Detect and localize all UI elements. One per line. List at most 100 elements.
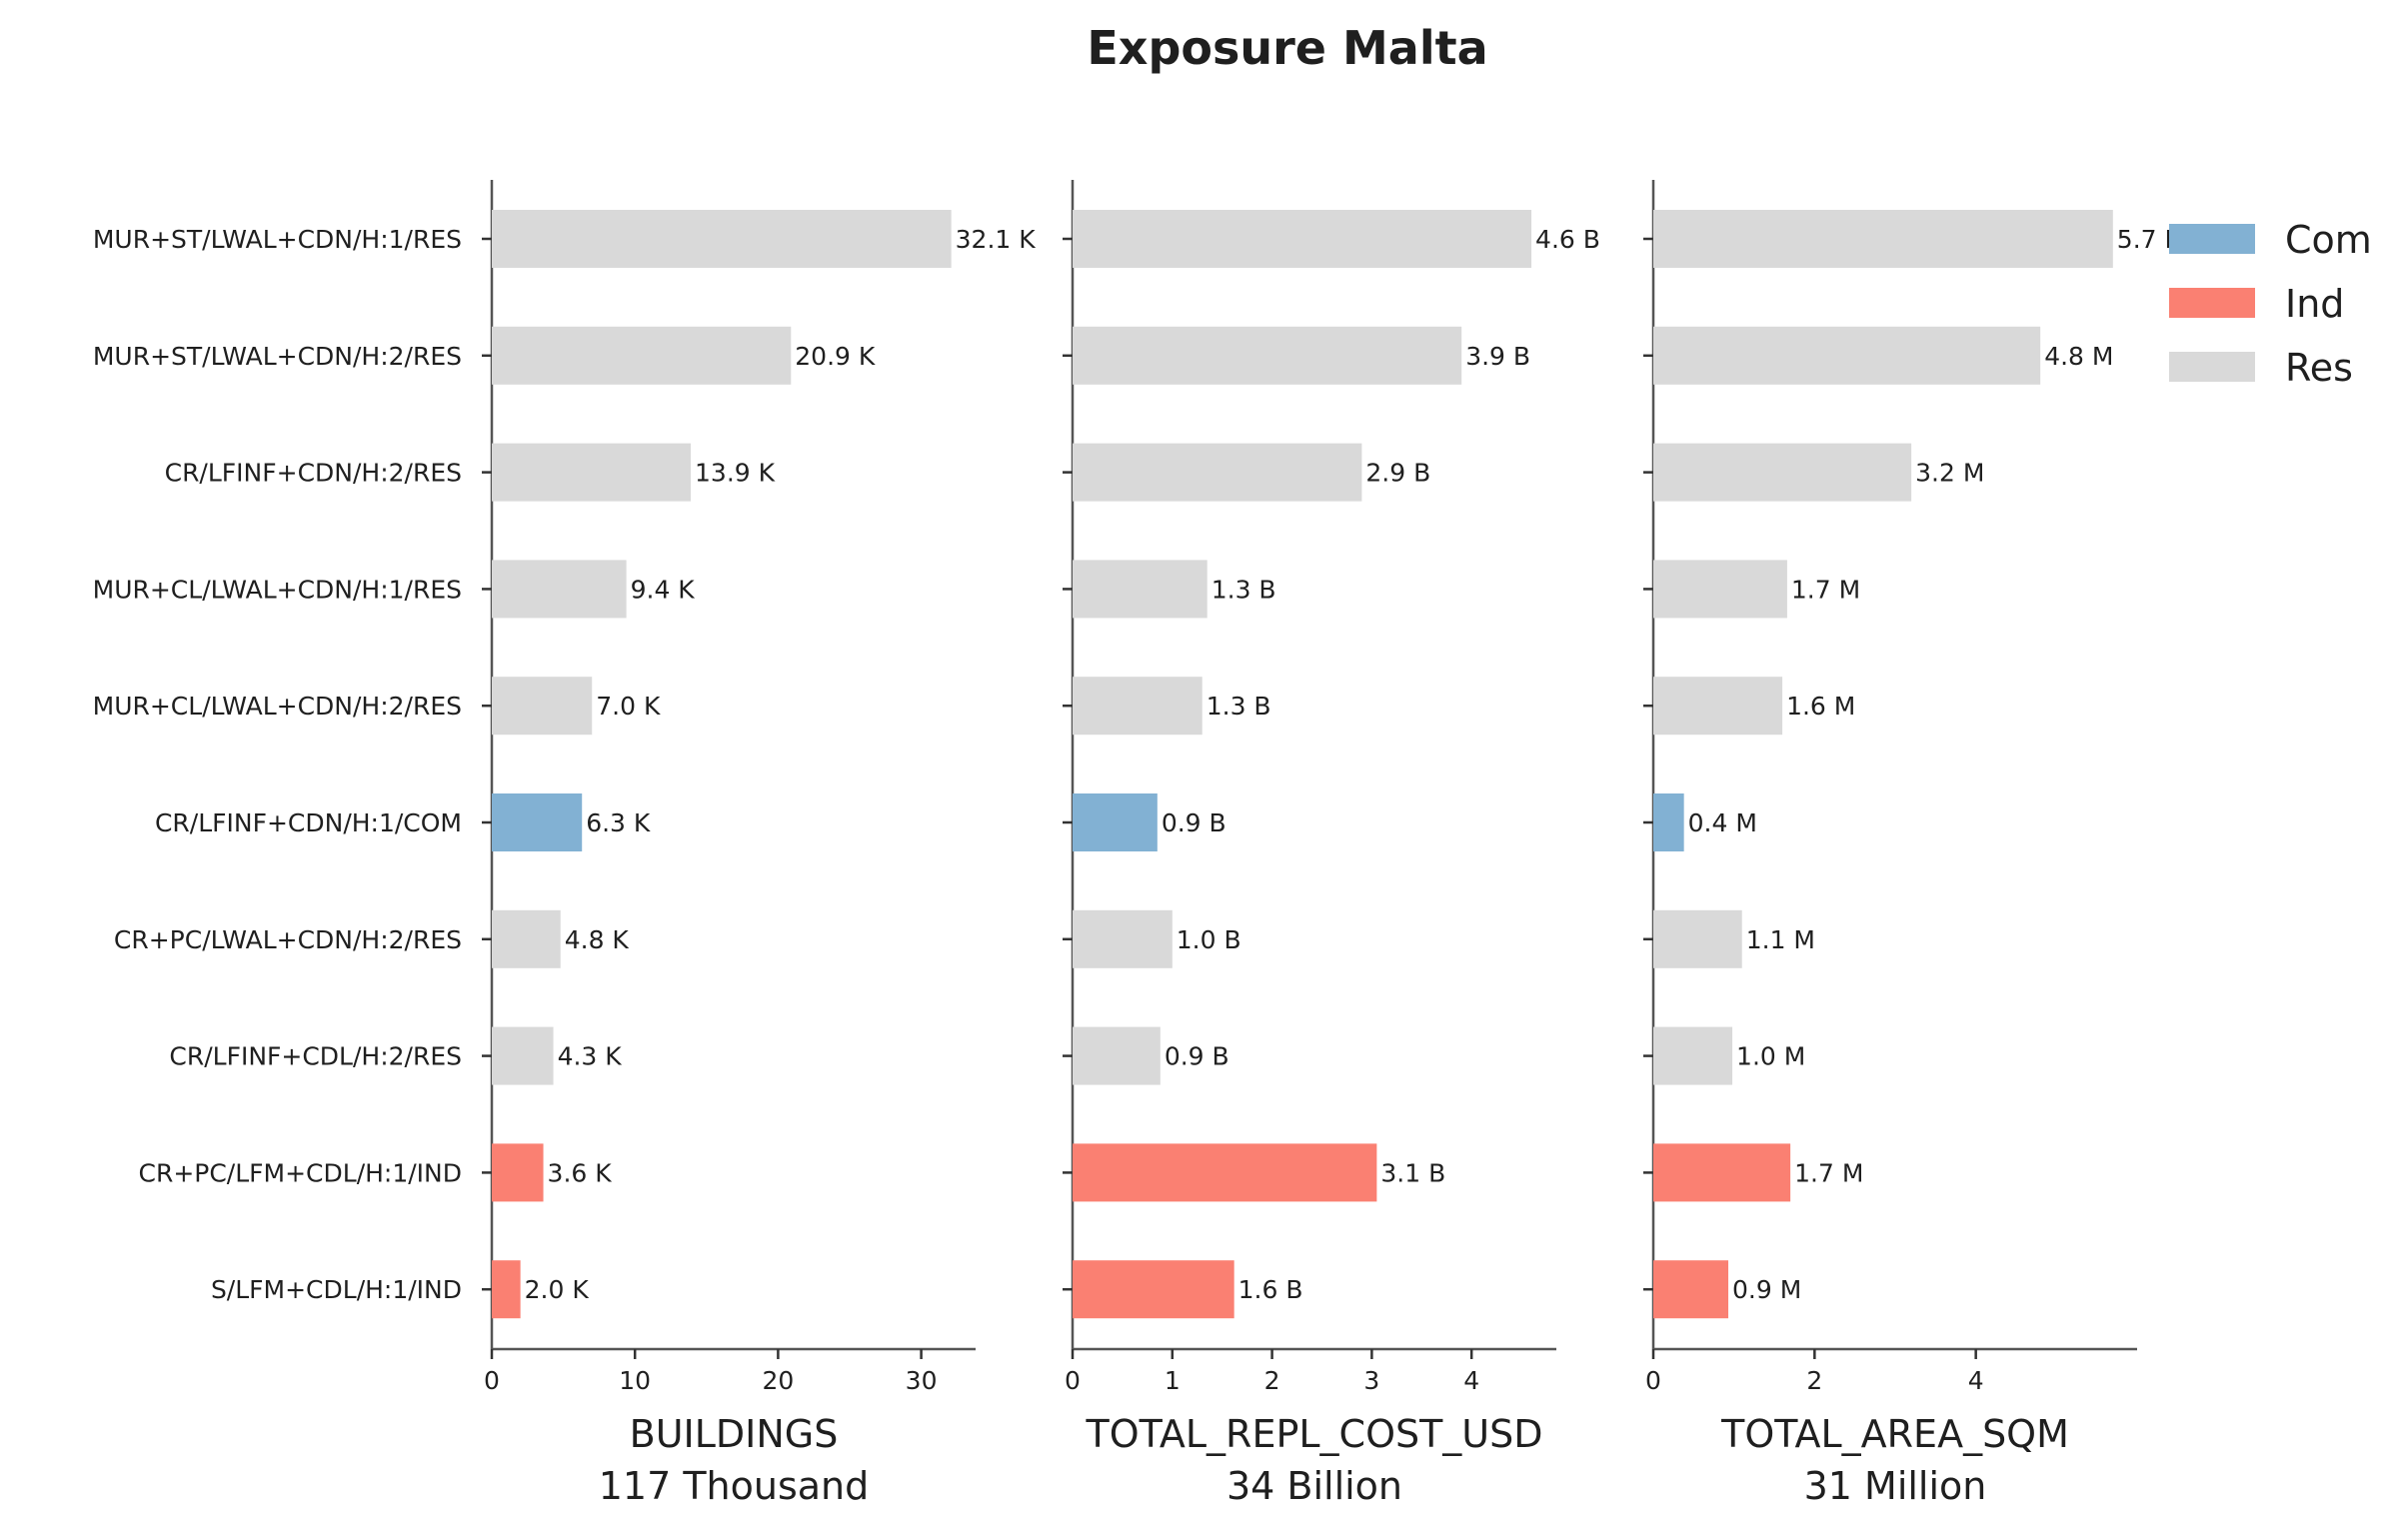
x-axis-total: 117 Thousand	[599, 1464, 870, 1508]
bar	[492, 1143, 544, 1202]
category-label: MUR+ST/LWAL+CDN/H:2/RES	[93, 342, 462, 371]
bar	[1073, 677, 1203, 736]
bar	[492, 443, 692, 502]
bar	[1073, 560, 1207, 619]
category-label: CR/LFINF+CDN/H:1/COM	[155, 808, 462, 837]
category-label: MUR+ST/LWAL+CDN/H:1/RES	[93, 225, 462, 254]
x-axis-label: BUILDINGS	[630, 1412, 839, 1456]
bar	[492, 677, 593, 736]
category-label: CR+PC/LFM+CDL/H:1/IND	[139, 1158, 463, 1187]
value-label: 0.9 B	[1165, 1042, 1229, 1071]
bar	[492, 793, 583, 851]
value-label: 1.7 M	[1791, 575, 1860, 604]
legend-swatch-com	[2169, 224, 2255, 254]
bar	[1653, 1026, 1733, 1085]
bar	[1073, 1026, 1161, 1085]
x-tick-label: 0	[1645, 1366, 1661, 1395]
category-label: CR/LFINF+CDL/H:2/RES	[169, 1042, 462, 1071]
legend-label-res: Res	[2285, 346, 2353, 390]
bar	[1653, 793, 1684, 851]
bar	[1653, 210, 2113, 268]
value-label: 7.0 K	[596, 692, 661, 721]
value-label: 6.3 K	[586, 808, 651, 837]
bar	[1073, 1143, 1377, 1202]
value-label: 1.0 M	[1736, 1042, 1805, 1071]
legend-swatch-res	[2169, 352, 2255, 382]
value-label: 1.1 M	[1746, 925, 1815, 954]
value-label: 1.0 B	[1177, 925, 1241, 954]
value-label: 1.6 B	[1238, 1275, 1303, 1304]
value-label: 0.9 B	[1162, 808, 1226, 837]
value-label: 4.8 K	[565, 925, 630, 954]
panel-2: 4.6 B 3.9 B 2.9 B 1.3 B 1.3 B 0.9 B 1.0 B 0.9 B…	[1063, 180, 1600, 1508]
bar	[492, 1260, 521, 1319]
category-label: MUR+CL/LWAL+CDN/H:1/RES	[93, 575, 462, 604]
bar	[1073, 909, 1173, 968]
value-label: 4.3 K	[558, 1042, 623, 1071]
value-label: 2.9 B	[1365, 459, 1430, 488]
legend-label-com: Com	[2285, 218, 2372, 262]
x-axis-total: 34 Billion	[1226, 1464, 1402, 1508]
value-label: 3.1 B	[1380, 1158, 1445, 1187]
x-tick-label: 30	[906, 1366, 938, 1395]
value-label: 0.9 M	[1732, 1275, 1801, 1304]
x-tick-label: 3	[1363, 1366, 1379, 1395]
chart-title: Exposure Malta	[1087, 21, 1487, 75]
panel-3: 5.7 M4.8 M3.2 M1.7 M1.6 M0.4 M1.1 M1.0 M…	[1643, 180, 2186, 1508]
value-label: 1.7 M	[1794, 1158, 1863, 1187]
value-label: 32.1 K	[956, 225, 1037, 254]
value-label: 3.9 B	[1465, 342, 1530, 371]
x-tick-label: 4	[1968, 1366, 1984, 1395]
bar	[1653, 326, 2041, 385]
bar	[1073, 443, 1362, 502]
x-tick-label: 10	[619, 1366, 651, 1395]
value-label: 1.6 M	[1786, 692, 1855, 721]
panel-1: MUR+ST/LWAL+CDN/H:1/RES 32.1 K MUR+ST/LWAL…	[93, 180, 1037, 1508]
bar	[1653, 560, 1787, 619]
x-tick-label: 4	[1463, 1366, 1479, 1395]
bar	[1653, 677, 1783, 736]
value-label: 3.6 K	[548, 1158, 613, 1187]
bar	[1653, 1260, 1729, 1319]
legend-label-ind: Ind	[2285, 282, 2344, 326]
x-axis-label: TOTAL_AREA_SQM	[1720, 1412, 2069, 1456]
x-tick-label: 2	[1264, 1366, 1280, 1395]
value-label: 9.4 K	[631, 575, 696, 604]
panels-layer: MUR+ST/LWAL+CDN/H:1/RES 32.1 K MUR+ST/LWAL…	[93, 180, 2186, 1508]
bar	[1653, 909, 1742, 968]
bar	[492, 909, 561, 968]
value-label: 1.3 B	[1211, 575, 1276, 604]
x-tick-label: 20	[762, 1366, 794, 1395]
legend: Com Ind Res	[2169, 218, 2372, 390]
x-tick-label: 0	[1065, 1366, 1081, 1395]
bar	[1653, 443, 1912, 502]
x-tick-label: 0	[484, 1366, 500, 1395]
legend-swatch-ind	[2169, 288, 2255, 318]
x-axis-label: TOTAL_REPL_COST_USD	[1085, 1412, 1542, 1456]
x-tick-label: 2	[1806, 1366, 1822, 1395]
bar	[492, 560, 627, 619]
category-label: MUR+CL/LWAL+CDN/H:2/RES	[93, 692, 462, 721]
x-tick-label: 1	[1165, 1366, 1181, 1395]
value-label: 1.3 B	[1206, 692, 1271, 721]
value-label: 3.2 M	[1915, 459, 1984, 488]
category-label: S/LFM+CDL/H:1/IND	[211, 1275, 462, 1304]
bar	[1073, 793, 1158, 851]
bar	[1073, 210, 1532, 268]
bar	[1073, 326, 1462, 385]
bar	[492, 326, 792, 385]
value-label: 13.9 K	[695, 459, 776, 488]
bar	[492, 210, 952, 268]
value-label: 4.8 M	[2044, 342, 2113, 371]
bar	[1653, 1143, 1791, 1202]
bar	[492, 1026, 554, 1085]
x-axis-total: 31 Million	[1804, 1464, 1987, 1508]
value-label: 2.0 K	[525, 1275, 590, 1304]
value-label: 4.6 B	[1535, 225, 1600, 254]
category-label: CR+PC/LWAL+CDN/H:2/RES	[114, 925, 462, 954]
value-label: 0.4 M	[1688, 808, 1757, 837]
value-label: 20.9 K	[795, 342, 876, 371]
category-label: CR/LFINF+CDN/H:2/RES	[165, 459, 462, 488]
